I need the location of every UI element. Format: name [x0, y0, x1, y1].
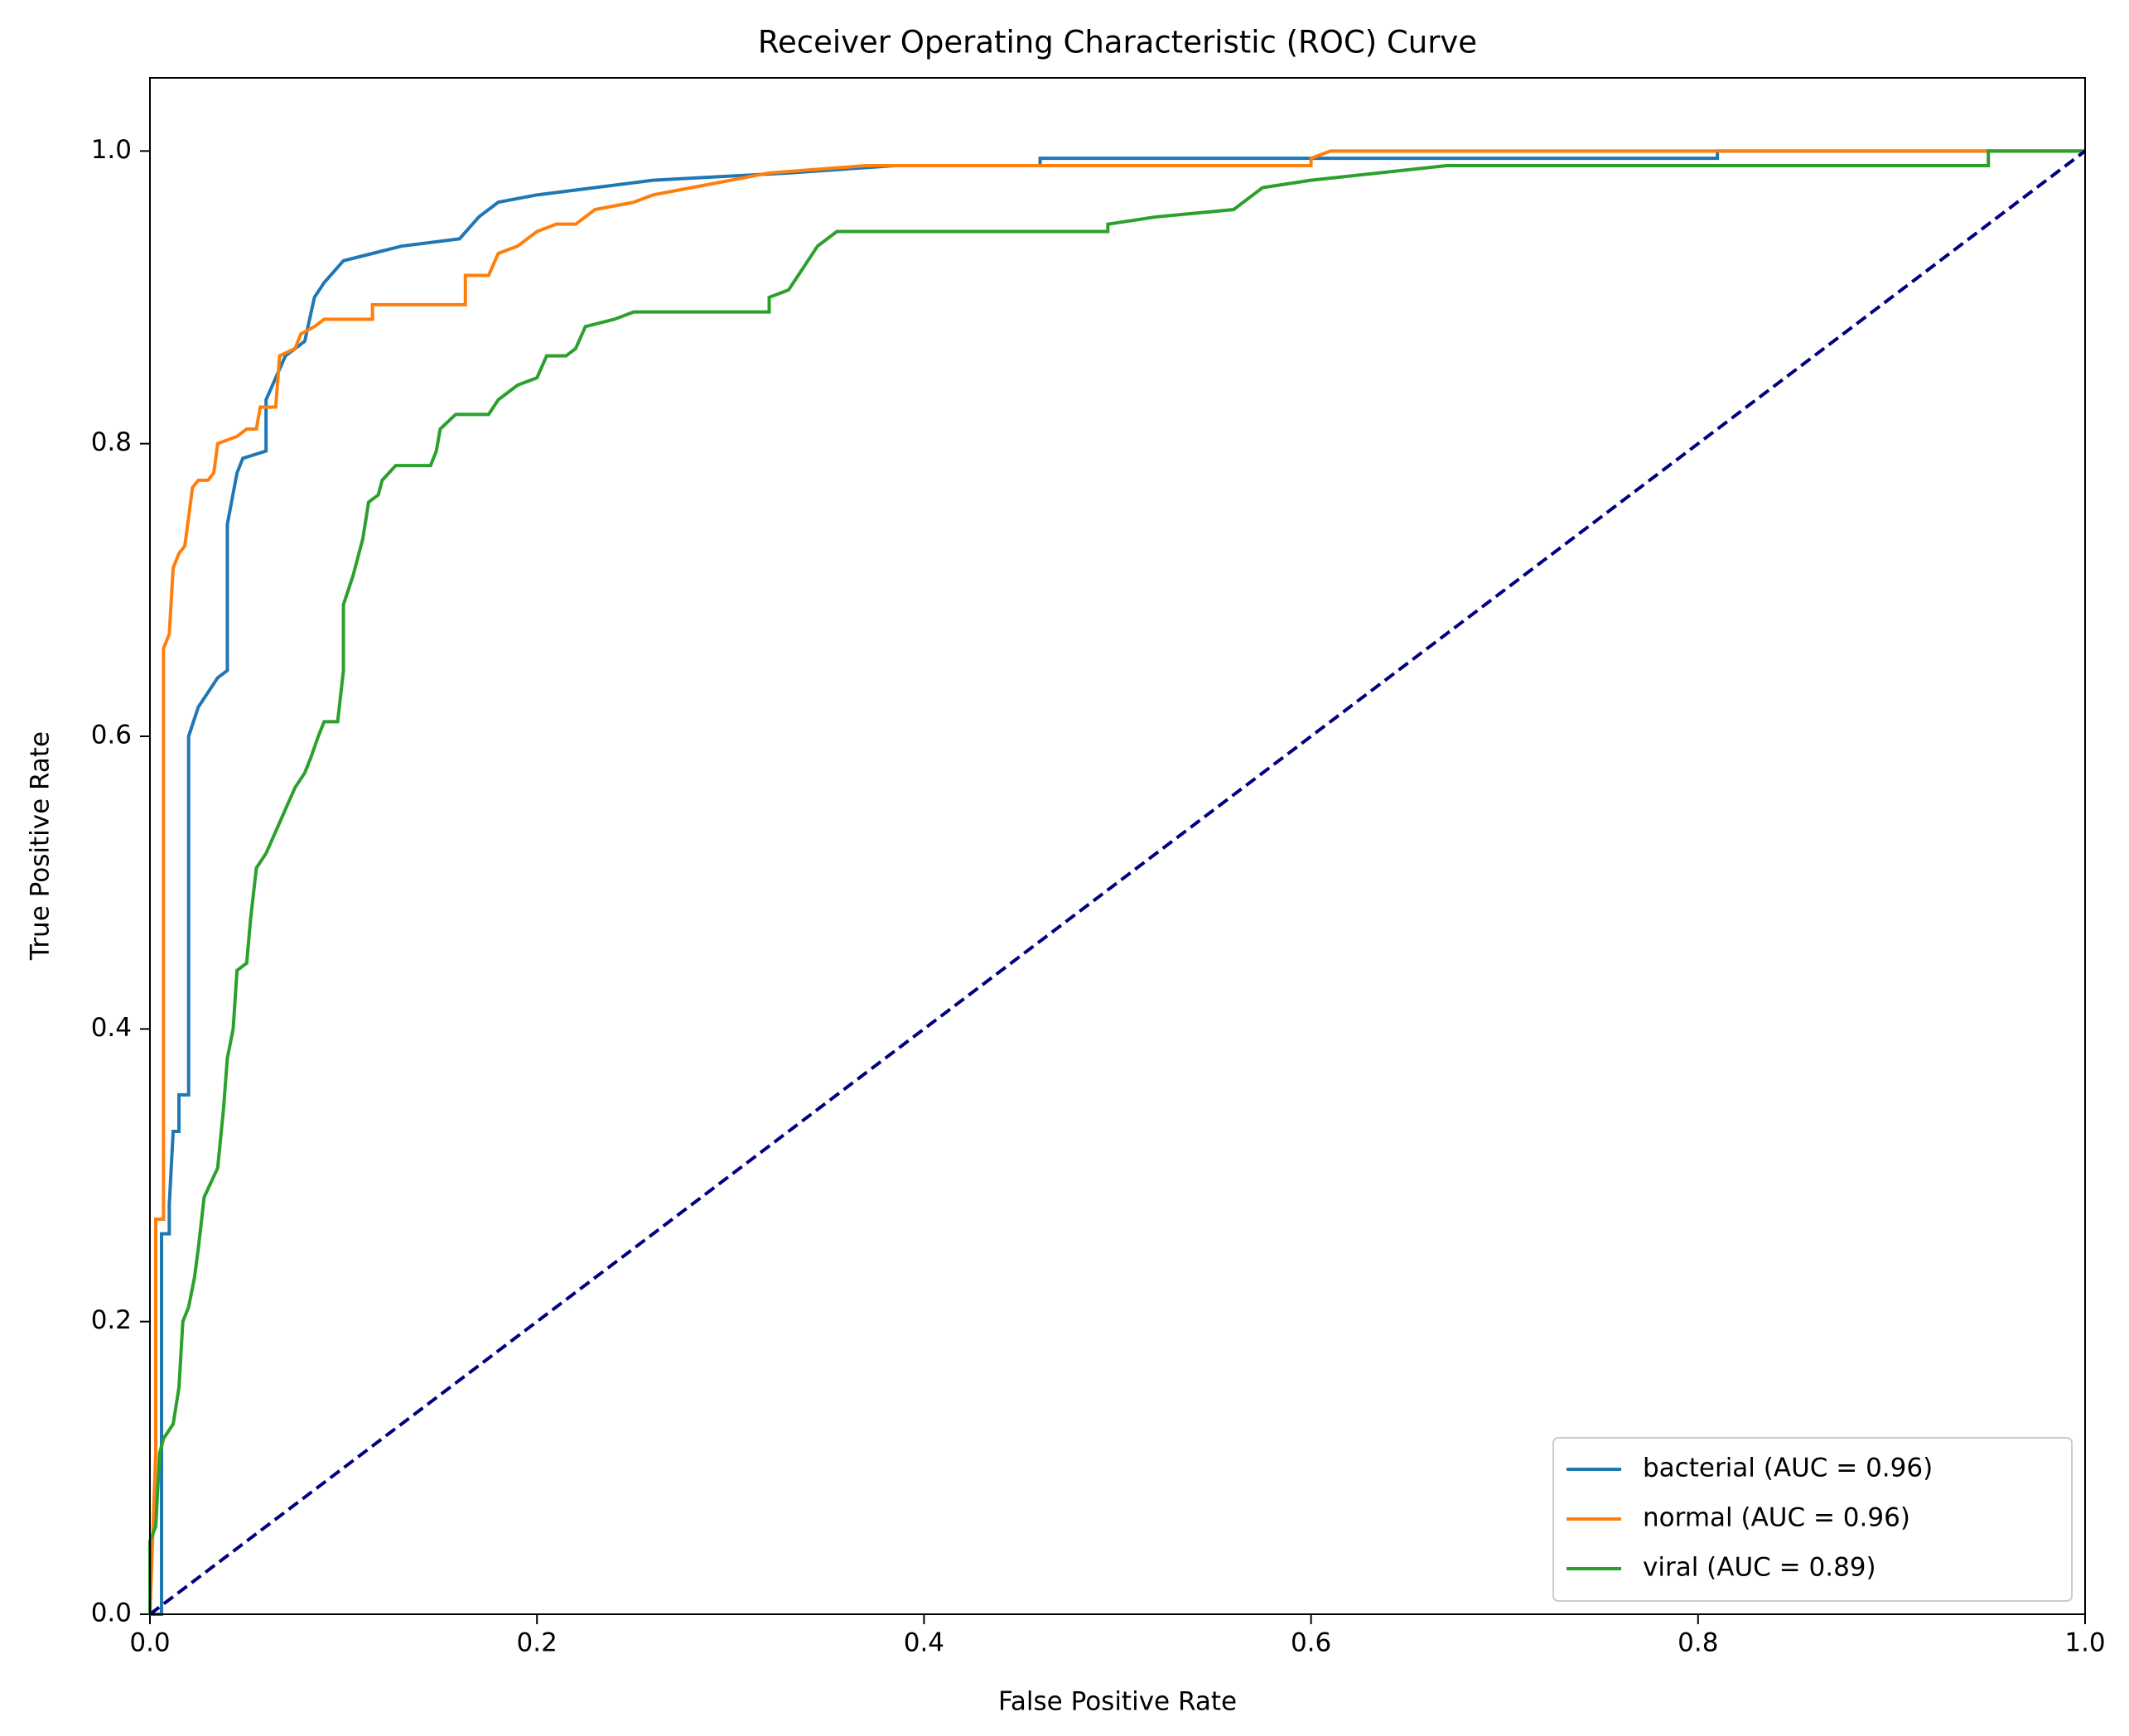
- x-tick-label: 0.2: [517, 1628, 558, 1658]
- roc-line: [148, 149, 2085, 1615]
- y-tick-label: 0.8: [91, 427, 132, 457]
- roc-line: [148, 149, 2085, 1614]
- legend-label: viral (AUC = 0.89): [1643, 1553, 1876, 1583]
- x-tick-label: 0.6: [1291, 1628, 1331, 1658]
- legend-box: [1552, 1437, 2073, 1602]
- x-tick-label: 0.4: [904, 1628, 944, 1658]
- x-tick-label: 0.0: [129, 1628, 170, 1658]
- x-tick-label: 0.8: [1678, 1628, 1718, 1658]
- legend-label: normal (AUC = 0.96): [1643, 1503, 1910, 1533]
- plot-frame: [149, 77, 2086, 1615]
- x-axis-label: False Positive Rate: [998, 1687, 1237, 1717]
- x-tick-label: 1.0: [2064, 1628, 2105, 1658]
- chart-title: Receiver Operating Characteristic (ROC) …: [758, 25, 1477, 60]
- y-tick-label: 0.0: [91, 1599, 132, 1628]
- y-tick-label: 0.6: [91, 721, 132, 750]
- y-axis-label: True Positive Rate: [26, 731, 56, 961]
- y-tick-label: 0.4: [91, 1013, 132, 1043]
- roc-line: [150, 149, 2085, 1616]
- roc-line: [148, 149, 2087, 1616]
- y-tick-label: 0.2: [91, 1305, 132, 1335]
- y-tick-label: 1.0: [91, 135, 132, 165]
- legend-label: bacterial (AUC = 0.96): [1643, 1454, 1933, 1483]
